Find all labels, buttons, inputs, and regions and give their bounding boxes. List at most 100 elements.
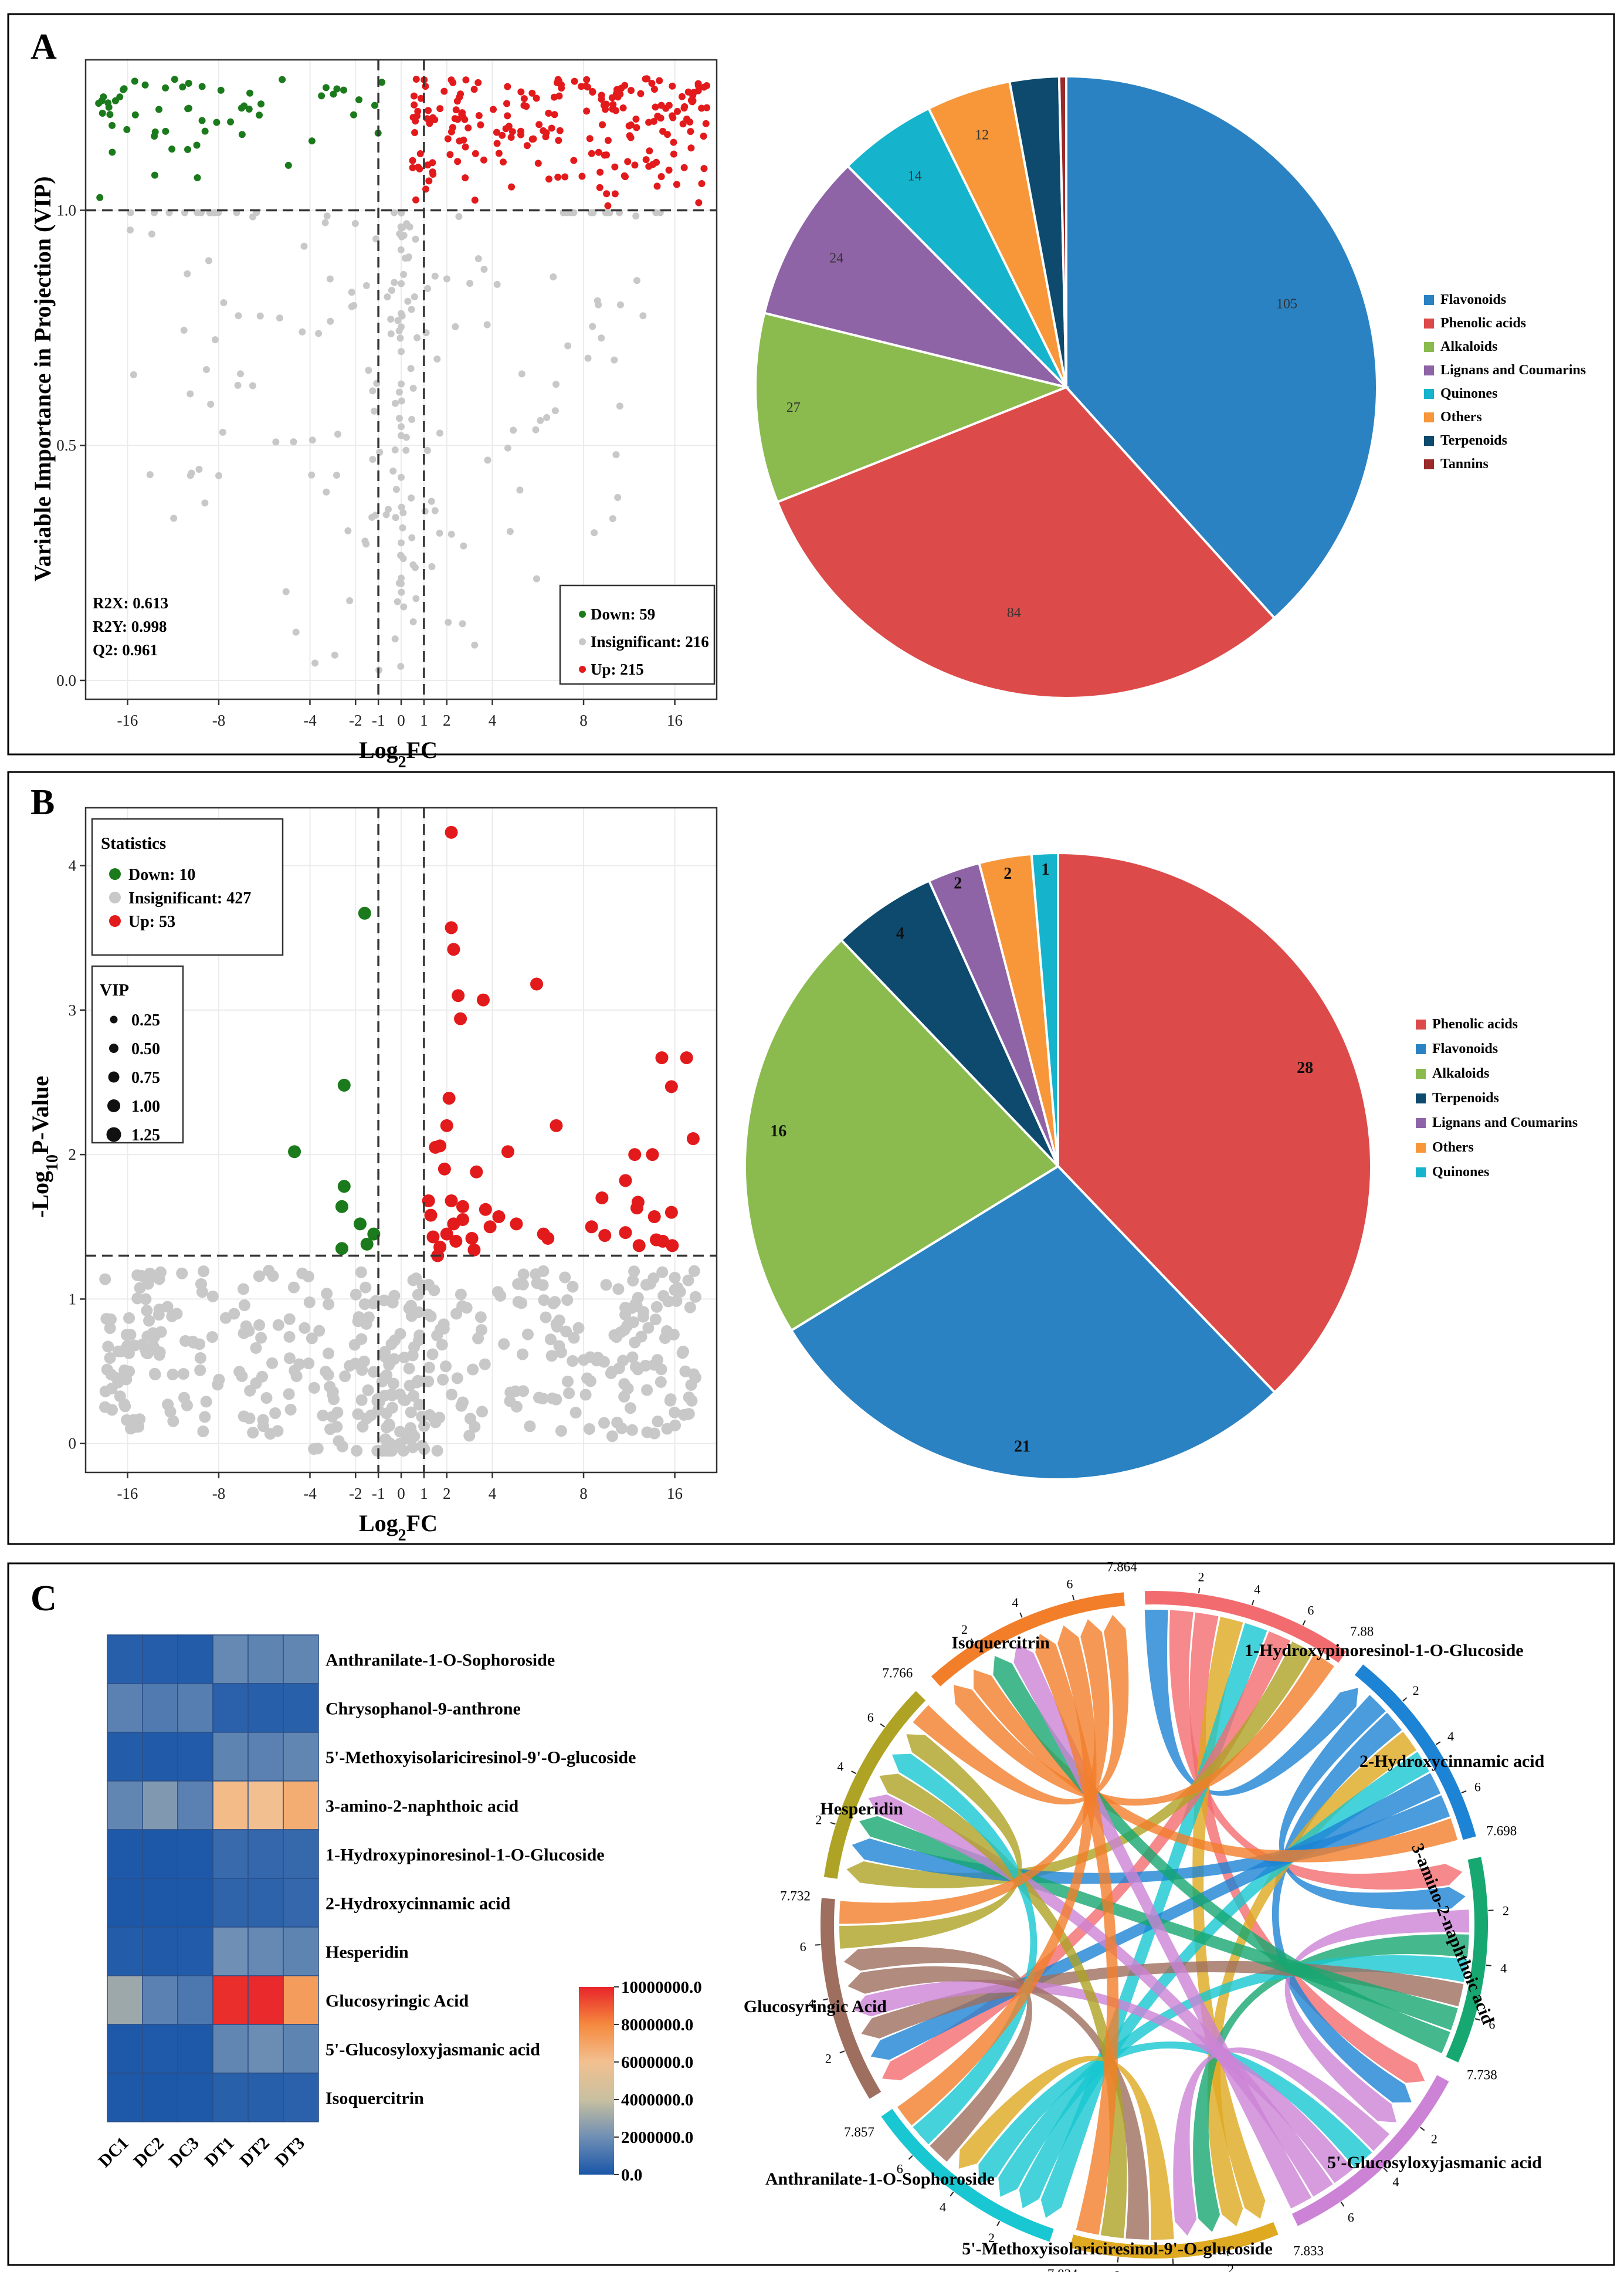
up-point [698, 180, 706, 187]
x-tick-label: -4 [303, 712, 317, 729]
up-point [542, 133, 550, 141]
up-point [680, 1051, 693, 1065]
insignificant-point [598, 1356, 610, 1368]
legend-dot [109, 915, 121, 927]
model-stat: Q2: 0.961 [93, 641, 158, 659]
chord-ribbon [978, 2041, 1372, 2184]
up-point [603, 190, 611, 198]
up-point [541, 1231, 555, 1245]
insignificant-point [244, 1384, 256, 1397]
insignificant-point [308, 436, 316, 444]
volcano-plot-b: -16 -8 -4 -2 -1 0 1 2 4 8 1601234Log2FC-Log10P-Val… [27, 807, 718, 1545]
down-point [141, 81, 149, 89]
insignificant-point [317, 1409, 329, 1421]
insignificant-point [362, 282, 370, 289]
insignificant-point [398, 312, 406, 320]
chord-ribbon [897, 1625, 1097, 2126]
insignificant-point [369, 456, 377, 463]
insignificant-point [367, 1298, 379, 1310]
heatmap-cell [177, 1683, 213, 1733]
insignificant-point [428, 497, 435, 505]
up-point [445, 921, 458, 934]
insignificant-point [560, 1325, 572, 1338]
down-point [162, 127, 169, 135]
chord-tick-label: 2 [1413, 1683, 1419, 1698]
insignificant-point [391, 635, 399, 643]
insignificant-point [627, 1316, 639, 1328]
up-point [700, 165, 708, 172]
up-point [669, 82, 676, 90]
legend-label: Terpenoids [1440, 433, 1507, 448]
up-point [462, 76, 470, 84]
legend-swatch [1416, 1093, 1426, 1103]
up-point [584, 83, 591, 91]
down-point [360, 1237, 374, 1251]
insignificant-point [555, 1425, 567, 1437]
insignificant-point [614, 493, 622, 501]
insignificant-point [146, 471, 154, 479]
insignificant-point [269, 1407, 282, 1419]
x-tick-label: 0 [397, 1485, 405, 1502]
up-point [551, 111, 558, 118]
up-point [678, 93, 686, 100]
chord-sector-total: 7.857 [844, 2125, 874, 2139]
insignificant-point [418, 1420, 430, 1433]
legend-label: Phenolic acids [1432, 1017, 1518, 1032]
down-point [162, 84, 169, 92]
up-point [674, 107, 682, 115]
chord-sector-total: 7.864 [1107, 1559, 1137, 1574]
insignificant-point [303, 1357, 315, 1370]
up-point [648, 80, 656, 87]
x-tick-label: -2 [349, 1485, 362, 1502]
heatmap-cell [283, 1878, 319, 1928]
insignificant-point [104, 1322, 116, 1334]
heatmap-cell [212, 1732, 249, 1782]
up-point [657, 114, 664, 122]
heatmap-cell [107, 1780, 143, 1830]
insignificant-point [640, 1279, 652, 1291]
insignificant-point [334, 431, 342, 438]
up-point [447, 943, 460, 956]
up-point [411, 129, 419, 137]
size-legend-box [91, 965, 184, 1144]
insignificant-point [413, 1399, 425, 1411]
insignificant-point [516, 1297, 528, 1309]
up-point [670, 138, 677, 146]
heatmap-cell [248, 1634, 284, 1684]
down-point [318, 92, 326, 100]
heatmap-column-label: DC3 [165, 2134, 203, 2172]
colorbar-tick-label: 0.0 [621, 2166, 642, 2185]
heatmap-cell [212, 1975, 249, 2025]
insignificant-point [370, 407, 378, 415]
insignificant-point [652, 1416, 664, 1428]
insignificant-point [120, 1329, 133, 1341]
up-point [646, 147, 653, 155]
down-point [288, 1145, 301, 1159]
y-tick-label: 0 [69, 1435, 77, 1452]
heatmap-row-label: 3-amino-2-naphthoic acid [326, 1797, 519, 1816]
insignificant-point [376, 448, 384, 456]
insignificant-point [474, 255, 482, 263]
up-point [632, 1239, 646, 1252]
chord-sector-total: 7.833 [1293, 2244, 1324, 2259]
y-tick-label: 1 [69, 1290, 77, 1308]
heatmap-cell [248, 1780, 284, 1830]
insignificant-point [423, 446, 431, 454]
legend-dot [109, 892, 121, 903]
legend-label: Alkaloids [1440, 339, 1497, 354]
down-point [184, 145, 191, 153]
up-point [555, 137, 562, 144]
down-point [335, 1242, 348, 1255]
chord-tick [1486, 1964, 1491, 1966]
insignificant-point [397, 551, 405, 559]
insignificant-point [406, 223, 413, 231]
up-point [414, 107, 422, 115]
insignificant-point [410, 1272, 422, 1285]
up-point [555, 92, 563, 100]
up-point [698, 104, 706, 112]
insignificant-point [446, 1389, 458, 1401]
insignificant-point [637, 1306, 649, 1318]
up-point [530, 135, 537, 143]
heatmap-cell [107, 1878, 143, 1928]
